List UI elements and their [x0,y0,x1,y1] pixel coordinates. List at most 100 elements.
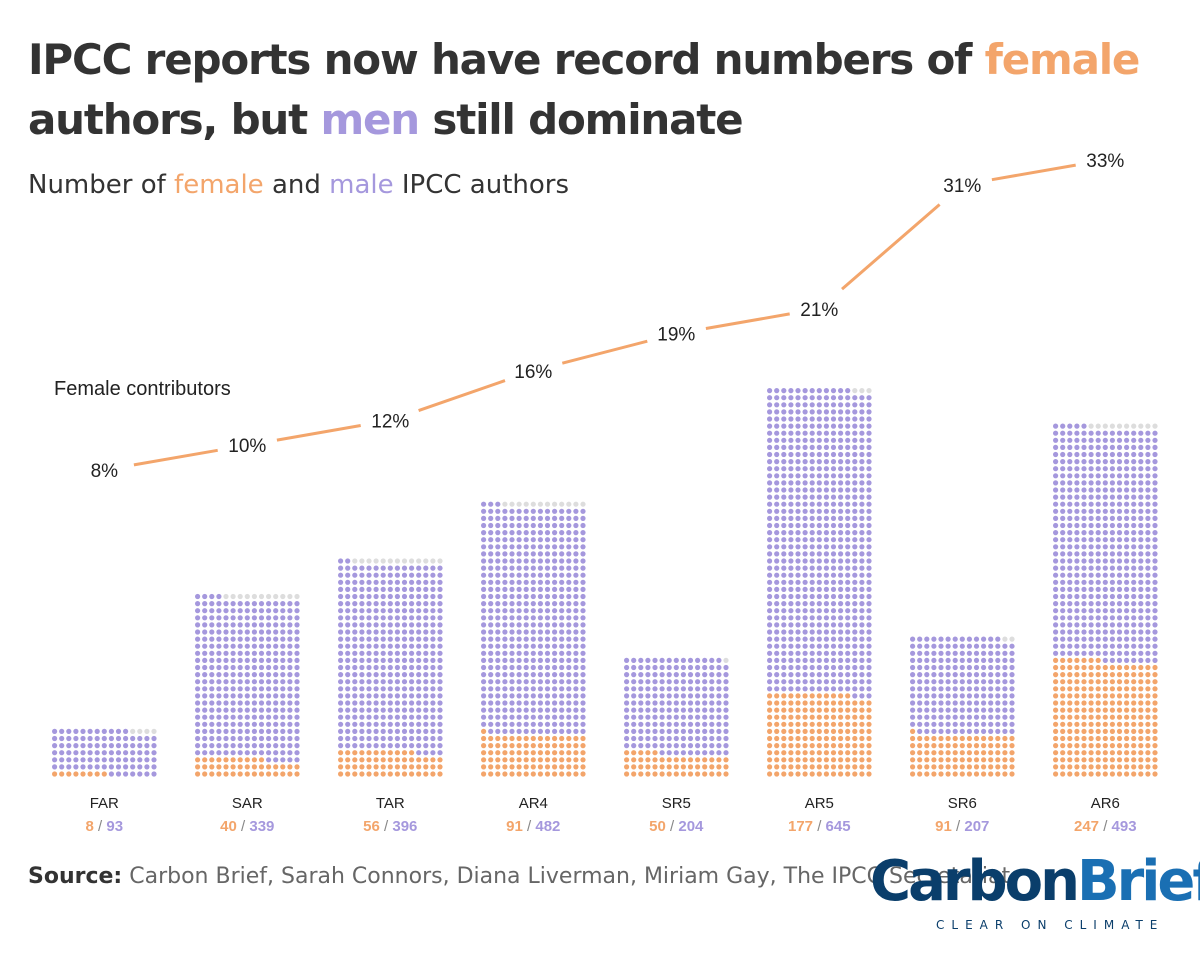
waffle-dot [287,771,293,777]
waffle-dot [1067,501,1073,507]
waffle-dot [1131,586,1137,593]
waffle-dot [823,487,830,493]
waffle-dot [838,544,844,550]
waffle-dot [1074,636,1080,642]
waffle-dot [258,735,265,742]
waffle-dot [523,728,529,735]
waffle-dot [830,466,837,472]
waffle-dot [845,686,851,692]
waffle-dot [108,728,114,735]
waffle-dot [1095,551,1101,557]
waffle-dot [1060,444,1066,450]
waffle-dot [437,629,443,635]
waffle-dot [123,757,129,763]
waffle-dot [1095,508,1101,514]
waffle-dot [767,537,773,543]
waffle-dot [1102,693,1108,699]
waffle-dot [580,586,586,593]
waffle-dot [1152,693,1158,699]
waffle-dot [1116,686,1123,692]
waffle-dot [1002,672,1008,678]
waffle-dot [645,679,651,685]
waffle-dot [338,757,344,763]
waffle-dot [788,388,794,394]
waffle-dot [537,764,544,770]
waffle-dot [845,764,851,770]
waffle-dot [509,657,515,664]
waffle-dot [1060,579,1066,585]
waffle-dot [781,402,787,408]
waffle-dot [409,650,415,656]
waffle-dot [1124,480,1130,486]
waffle-dot [823,522,830,529]
waffle-dot [995,643,1001,649]
waffle-dot [1088,615,1094,621]
waffle-dot [488,672,494,678]
waffle-dot [1053,601,1059,607]
waffle-dot [781,451,787,458]
waffle-dot [830,679,837,685]
waffle-dot [209,608,215,614]
waffle-dot [1060,657,1066,664]
waffle-dot [366,601,372,607]
waffle-dot [823,743,830,749]
waffle-dot [702,743,708,749]
waffle-dot [409,565,415,571]
waffle-dot [645,771,651,777]
waffle-dot [952,672,958,678]
waffle-dot [631,750,637,756]
waffle-dot [995,735,1001,742]
waffle-dot [845,494,851,500]
waffle-dot [1060,451,1066,458]
waffle-dot [938,650,944,656]
waffle-dot [774,537,780,543]
waffle-dot [373,707,379,713]
waffle-dot [294,622,300,628]
waffle-dot [910,650,916,656]
waffle-dot [767,735,773,742]
waffle-dot [1095,565,1101,571]
waffle-dot [223,615,229,621]
waffle-dot [502,558,508,564]
waffle-dot [917,743,923,749]
waffle-dot [552,586,558,593]
waffle-dot [1109,544,1115,550]
waffle-dot [1116,593,1123,600]
waffle-dot [1131,537,1137,543]
waffle-dot [209,679,215,685]
waffle-dot [823,544,830,550]
waffle-dot [959,728,965,735]
waffle-dot [502,586,508,593]
waffle-dot [559,743,565,749]
waffle-dot [809,430,815,436]
waffle-dot [809,480,815,486]
waffle-dot [559,530,565,536]
waffle-dot [237,679,243,685]
waffle-dot [1124,565,1130,571]
waffle-dot [552,664,558,671]
waffle-dot [216,650,222,656]
waffle-dot [1152,558,1158,564]
waffle-dot [209,643,215,649]
waffle-dot [1067,764,1073,770]
waffle-dot [645,750,651,756]
waffle-dot [838,679,844,685]
tick-label: AR5 [805,795,834,812]
waffle-dot [1138,615,1144,621]
waffle-dot [830,615,837,621]
waffle-dot [251,771,257,777]
waffle-dot [859,402,865,408]
waffle-dot [394,643,400,649]
waffle-dot [859,657,865,664]
waffle-dot [537,522,544,529]
waffle-dot [409,643,415,649]
waffle-dot [80,728,86,735]
waffle-dot [437,728,443,735]
waffle-dot [1145,672,1151,678]
waffle-dot [345,622,351,628]
waffle-dot [1116,558,1123,564]
waffle-dot [523,501,529,507]
waffle-dot [816,650,822,656]
waffle-dot [430,721,436,727]
waffle-dot [659,700,665,706]
